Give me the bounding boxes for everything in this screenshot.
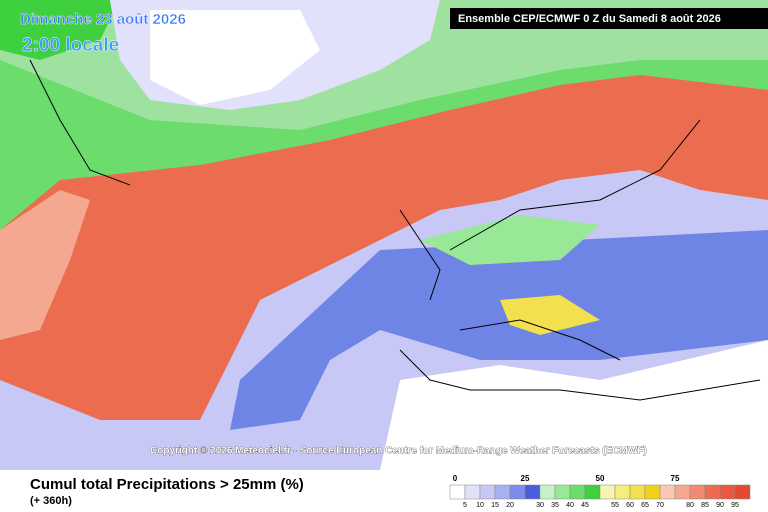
rain-area-green-band <box>0 60 768 230</box>
legend-swatch <box>539 484 556 500</box>
legend-bottom-label: 55 <box>611 502 619 509</box>
legend-bottom-label: 30 <box>536 502 544 509</box>
legend-top-label: 50 <box>596 474 605 483</box>
legend-swatch <box>704 484 721 500</box>
legend-swatch <box>509 484 526 500</box>
legend-swatch <box>554 484 571 500</box>
rain-area-yellow-alps <box>500 295 600 335</box>
legend-swatch <box>689 484 706 500</box>
legend-swatch <box>659 484 676 500</box>
legend-bottom-label: 20 <box>506 502 514 509</box>
legend-swatch <box>644 484 661 500</box>
lead-time: (+ 360h) <box>30 495 72 507</box>
forecast-time: 2:00 locale <box>22 35 119 56</box>
legend-bottom-label: 10 <box>476 502 484 509</box>
product-title: Cumul total Precipitations > 25mm (%) <box>30 476 304 493</box>
legend-swatch <box>674 484 691 500</box>
legend-swatch <box>479 484 496 500</box>
coastline <box>29 59 761 401</box>
rain-area-white <box>150 10 320 105</box>
legend: 0 25 50 75 5 10 15 20 30 35 40 45 55 60 65 70 80 85 90 95 <box>449 474 751 509</box>
rain-area-none <box>380 340 768 470</box>
legend-swatch <box>599 484 616 500</box>
rain-area-red <box>0 75 768 420</box>
legend-bottom-label: 45 <box>581 502 589 509</box>
legend-bottom-label: 60 <box>626 502 634 509</box>
legend-top-label: 0 <box>453 474 458 483</box>
legend-bottom-label: 85 <box>701 502 709 509</box>
rain-area-green-europe <box>420 215 600 265</box>
forecast-date: Dimanche 23 août 2026 <box>20 11 186 28</box>
legend-top-label: 75 <box>671 474 680 483</box>
map <box>0 0 768 470</box>
legend-bottom-label: 90 <box>716 502 724 509</box>
rain-area-salmon <box>0 190 90 340</box>
rain-area-blue <box>230 230 768 430</box>
legend-bottom-label: 5 <box>463 502 467 509</box>
legend-bottom-label: 95 <box>731 502 739 509</box>
legend-swatch <box>629 484 646 500</box>
run-info: Ensemble CEP/ECMWF 0 Z du Samedi 8 août … <box>458 13 721 25</box>
legend-bottom-label: 70 <box>656 502 664 509</box>
legend-swatch <box>584 484 601 500</box>
legend-swatch <box>719 484 736 500</box>
legend-swatch <box>449 484 466 500</box>
legend-swatch <box>494 484 511 500</box>
legend-swatch <box>524 484 541 500</box>
legend-bottom-label: 65 <box>641 502 649 509</box>
legend-swatch <box>464 484 481 500</box>
legend-bottom-label: 40 <box>566 502 574 509</box>
legend-bottom-label: 15 <box>491 502 499 509</box>
copyright: Copyright © 2026 Meteociel.fr - Source E… <box>150 446 647 457</box>
legend-top-label: 25 <box>521 474 530 483</box>
rain-area-green-dark <box>0 0 120 60</box>
legend-bottom-label: 80 <box>686 502 694 509</box>
run-banner <box>450 8 768 29</box>
legend-swatch <box>569 484 586 500</box>
legend-bottom-label: 35 <box>551 502 559 509</box>
legend-swatch <box>734 484 751 500</box>
legend-swatch <box>614 484 631 500</box>
